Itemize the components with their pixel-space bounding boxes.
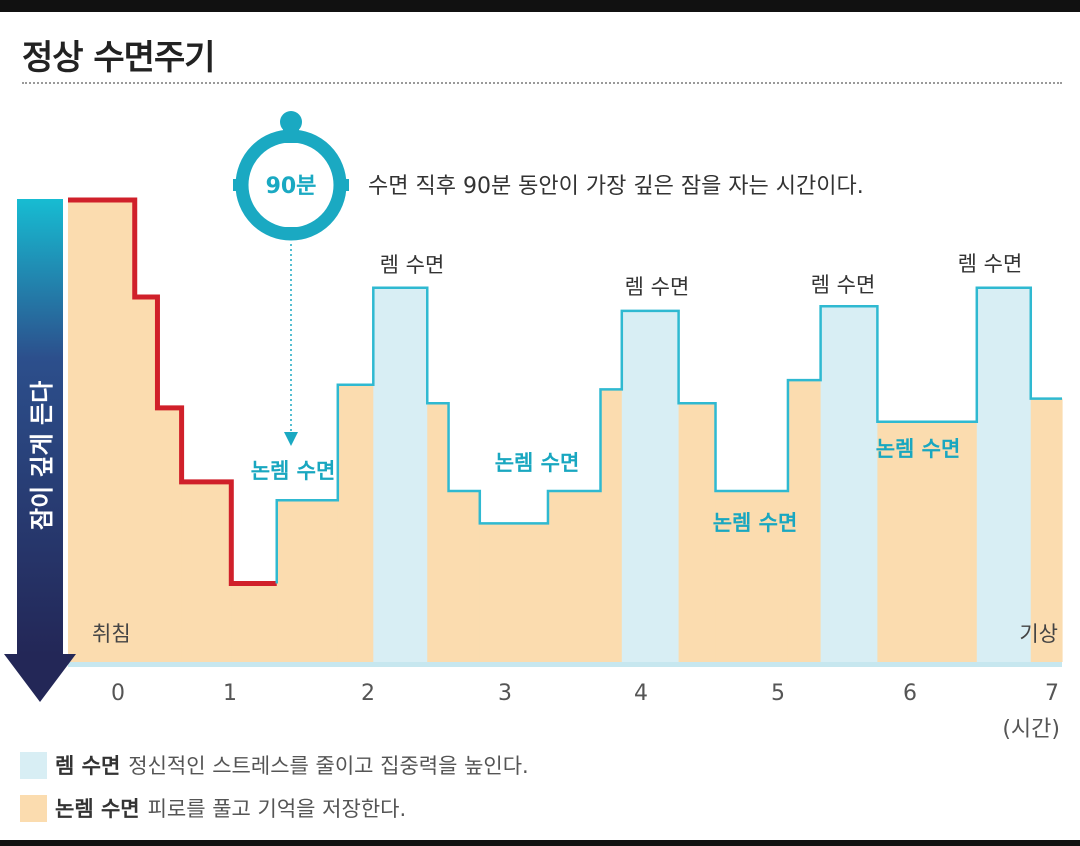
sleep-cycle-line [275, 286, 1062, 584]
x-axis-unit: (시간) [1002, 717, 1060, 742]
nrem-label-2: 논렘 수면 [495, 451, 580, 475]
rem-band-1 [373, 287, 428, 662]
nrem-label-4: 논렘 수면 [876, 437, 961, 461]
legend-rem-desc: 정신적인 스트레스를 줄이고 집중력을 높인다. [128, 754, 529, 778]
clock-tick-left [233, 179, 243, 191]
nrem-band-16 [877, 421, 978, 662]
nrem-band-8 [427, 403, 450, 662]
x-tick-2: 2 [361, 681, 375, 706]
nrem-band-10 [479, 523, 549, 662]
baseline [68, 662, 1062, 667]
nrem-band-2 [134, 297, 159, 662]
rem-label-1: 렘 수면 [380, 253, 445, 277]
legend-rem-name: 렘 수면 [55, 754, 121, 778]
nrem-label-1: 논렘 수면 [251, 459, 336, 483]
clock-label: 90분 [266, 174, 317, 199]
clock-note: 수면 직후 90분 동안이 가장 깊은 잠을 자는 시간이다. [368, 174, 864, 199]
nrem-band-6 [276, 500, 339, 662]
legend-nrem-name: 논렘 수면 [55, 797, 140, 821]
x-tick-1: 1 [223, 681, 237, 706]
nrem-band-9 [448, 491, 481, 662]
legend-rem: 렘 수면 정신적인 스트레스를 줄이고 집중력을 높인다. [20, 750, 529, 780]
stage-bands [68, 200, 1063, 662]
rem-band-2 [621, 310, 680, 662]
depth-axis-bar [17, 199, 63, 654]
rem-label-3: 렘 수면 [811, 273, 876, 297]
bottom-bar [0, 840, 1080, 846]
nrem-band-11 [547, 491, 602, 662]
depth-axis-label: 잠이 깊게 든다 [28, 381, 56, 530]
x-tick-7: 7 [1045, 681, 1059, 706]
clock-tick-right [339, 179, 349, 191]
legend-nrem: 논렘 수면 피로를 풀고 기억을 저장한다. [20, 793, 406, 823]
nrem-band-15 [787, 380, 822, 662]
clock-tick-top [285, 133, 297, 143]
nrem-label-3: 논렘 수면 [713, 511, 798, 535]
legend-rem-swatch [20, 751, 47, 779]
nrem-band-7 [337, 384, 374, 662]
x-tick-3: 3 [498, 681, 512, 706]
clock-stem [283, 124, 299, 134]
rem-band-4 [976, 287, 1032, 662]
nrem-band-14 [715, 491, 789, 662]
depth-axis-arrowhead [4, 654, 76, 702]
nrem-band-12 [600, 389, 623, 662]
bedtime-label: 취침 [92, 622, 131, 646]
clock-tick-bottom [285, 227, 297, 237]
x-axis-ticks: 0 1 2 3 4 5 6 7 [111, 681, 1059, 706]
nrem-band-4 [181, 481, 232, 662]
clock-pointer-arrow [284, 432, 298, 446]
nrem-band-5 [231, 583, 278, 662]
depth-axis-arrow: 잠이 깊게 든다 [4, 199, 76, 702]
page-title: 정상 수면주기 [22, 38, 216, 78]
rem-label-2: 렘 수면 [625, 275, 690, 299]
x-tick-4: 4 [634, 681, 648, 706]
legend-nrem-desc: 피로를 풀고 기억을 저장한다. [147, 797, 407, 821]
rem-label-4: 렘 수면 [958, 252, 1023, 276]
nrem-band-1 [68, 200, 136, 662]
nrem-band-13 [678, 403, 717, 662]
first-cycle-line [68, 197, 277, 586]
clock-icon: 90분 [233, 111, 349, 446]
x-tick-0: 0 [111, 681, 125, 706]
legend-nrem-swatch [20, 794, 47, 822]
x-tick-6: 6 [903, 681, 917, 706]
top-bar [0, 0, 1080, 12]
x-tick-5: 5 [771, 681, 785, 706]
nrem-band-17 [1030, 398, 1063, 662]
nrem-band-3 [157, 407, 183, 662]
title-divider [22, 82, 1062, 84]
wake-label: 기상 [1019, 622, 1058, 646]
rem-band-3 [820, 306, 878, 662]
